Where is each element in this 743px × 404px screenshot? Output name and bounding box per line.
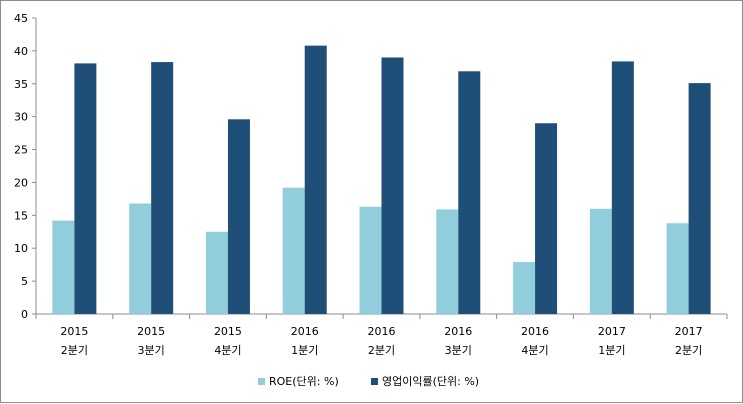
bar-operating-margin [688, 83, 711, 315]
bar-roe [282, 187, 305, 314]
x-tick-label-year: 2015 [137, 325, 165, 338]
bar-operating-margin [611, 61, 634, 315]
x-tick-label-quarter: 2분기 [368, 344, 395, 357]
bar-operating-margin [227, 119, 250, 314]
x-tick-label-quarter: 2분기 [675, 344, 702, 357]
y-tick-label: 15 [14, 209, 28, 222]
bar-roe [666, 223, 689, 314]
y-tick-label: 45 [14, 12, 28, 25]
y-tick-label: 10 [14, 242, 28, 255]
bar-operating-margin [535, 123, 558, 314]
x-tick-label-quarter: 1분기 [291, 344, 318, 357]
bar-operating-margin [458, 71, 481, 314]
x-tick-label-quarter: 1분기 [598, 344, 625, 357]
x-tick-label-year: 2015 [60, 325, 88, 338]
x-tick-label-quarter: 2분기 [61, 344, 88, 357]
legend-swatch [371, 378, 378, 385]
x-tick-label-year: 2016 [521, 325, 549, 338]
x-tick-label-year: 2017 [675, 325, 703, 338]
x-tick-label-year: 2017 [598, 325, 626, 338]
x-tick-label-quarter: 3분기 [138, 344, 165, 357]
bar-roe [205, 231, 228, 314]
y-tick-label: 35 [14, 78, 28, 91]
x-tick-label-quarter: 4분기 [214, 344, 241, 357]
legend-label: 영업이익률(단위: %) [382, 375, 479, 388]
bar-roe [589, 208, 612, 314]
x-tick-label-year: 2016 [291, 325, 319, 338]
y-tick-label: 20 [14, 176, 28, 189]
y-tick-label: 40 [14, 45, 28, 58]
bar-operating-margin [151, 62, 174, 315]
x-tick-label-year: 2016 [444, 325, 472, 338]
bar-roe [129, 203, 152, 314]
bar-operating-margin [381, 57, 404, 314]
bar-operating-margin [304, 45, 327, 314]
x-tick-label-quarter: 3분기 [445, 344, 472, 357]
bar-roe [359, 206, 382, 314]
bar-roe [52, 220, 75, 314]
x-tick-label-year: 2015 [214, 325, 242, 338]
legend-swatch [258, 378, 265, 385]
y-tick-label: 5 [21, 275, 28, 288]
bar-roe [436, 209, 459, 314]
bar-roe [513, 262, 536, 314]
x-tick-label-year: 2016 [368, 325, 396, 338]
y-tick-label: 25 [14, 144, 28, 157]
y-tick-label: 30 [14, 111, 28, 124]
legend-label: ROE(단위: %) [269, 375, 339, 388]
y-tick-label: 0 [21, 308, 28, 321]
bar-operating-margin [74, 63, 97, 315]
x-tick-label-quarter: 4분기 [521, 344, 548, 357]
